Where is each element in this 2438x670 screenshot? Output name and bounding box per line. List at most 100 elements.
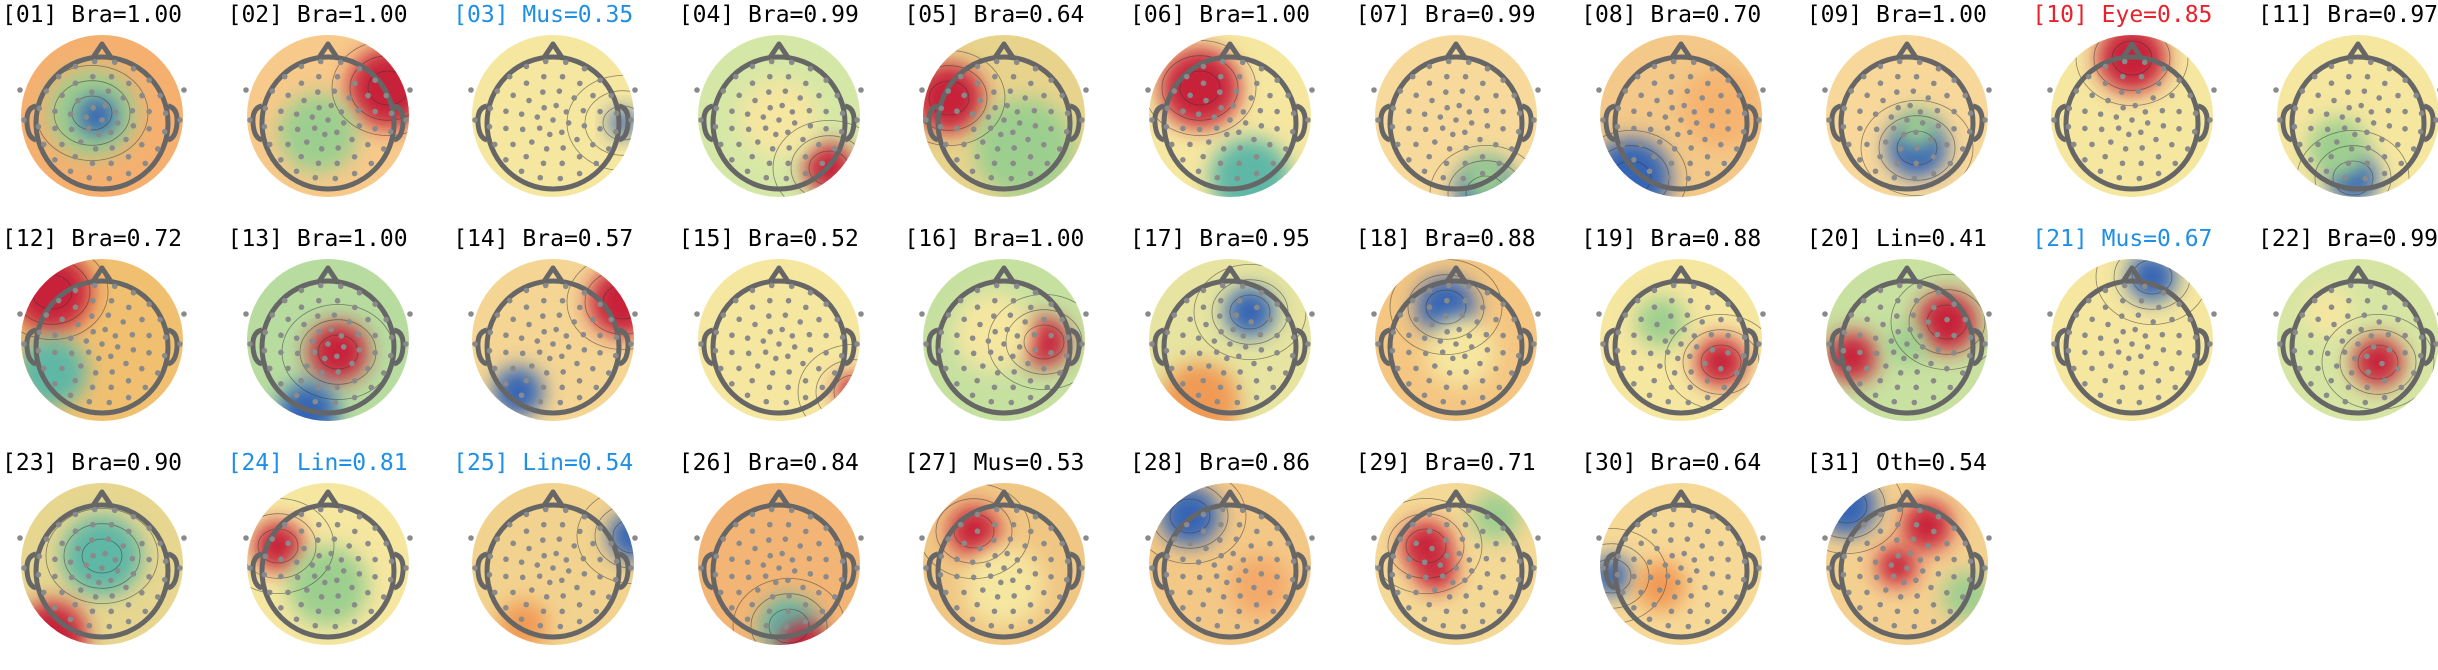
electrode-dot	[36, 105, 43, 112]
electrode-dot	[1285, 92, 1292, 99]
component-label: [23] Bra=0.90	[2, 450, 183, 476]
electrode-dot	[17, 311, 23, 317]
electrode-dot	[1718, 316, 1724, 323]
electrode-dot	[977, 97, 984, 104]
electrode-dot	[1499, 332, 1506, 339]
electrode-dot	[1466, 109, 1472, 115]
electrode-dot	[281, 297, 288, 304]
electrode-dot	[1927, 136, 1934, 143]
electrode-dot	[1057, 146, 1063, 152]
electrode-dot	[1468, 344, 1475, 350]
electrode-dot	[1916, 507, 1923, 514]
electrode-dot	[537, 174, 544, 181]
electrode-dot	[1721, 160, 1728, 167]
electrode-dot	[2367, 59, 2374, 66]
electrode-dot	[109, 593, 115, 599]
electrode-dot	[1426, 63, 1432, 70]
electrode-dot	[1916, 59, 1923, 66]
electrode-dot	[1484, 65, 1490, 72]
electrode-dot	[1224, 355, 1230, 362]
electrode-dot	[1397, 312, 1403, 318]
electrode-dot	[1704, 394, 1711, 401]
electrode-dot	[970, 111, 976, 117]
electrode-dot	[1880, 97, 1886, 104]
electrode-dot	[1860, 73, 1867, 80]
electrode-dot	[1694, 568, 1700, 574]
electrode-dot	[161, 576, 168, 583]
electrode-dot	[1856, 349, 1863, 356]
electrode-dot	[2299, 312, 2306, 318]
electrode-dot	[1492, 589, 1499, 596]
electrode-dot	[2161, 289, 2167, 296]
electrode-dot	[543, 506, 549, 513]
electrode-dot	[2185, 146, 2191, 152]
electrode-dot	[1390, 105, 1396, 112]
right-ear	[1069, 551, 1082, 591]
component-cell: [16] Bra=1.00	[904, 226, 1129, 446]
electrode-dot	[1951, 556, 1957, 563]
electrode-dot	[2082, 349, 2089, 356]
electrode-dot	[1007, 88, 1014, 94]
electrode-dot	[1010, 160, 1017, 167]
electrode-dot	[1237, 145, 1243, 151]
electrode-dot	[544, 146, 550, 152]
electrode-dot	[1840, 347, 1847, 354]
electrode-dot	[1925, 543, 1931, 549]
electrode-dot	[486, 347, 493, 354]
electrode-dot	[40, 141, 47, 148]
electrode-dot	[2433, 341, 2438, 347]
component-cell: [26] Bra=0.84	[679, 450, 904, 670]
electrode-dot	[1251, 136, 1257, 143]
electrode-dot	[1947, 384, 1953, 391]
electrode-dot	[1445, 506, 1452, 513]
electrode-dot	[1896, 58, 1903, 65]
electrode-dot	[2103, 80, 2109, 86]
head-outline	[1612, 502, 1750, 640]
electrode-dot	[89, 608, 96, 615]
electrode-dot	[1668, 160, 1675, 167]
contour-line	[21, 259, 109, 340]
electrode-dot	[266, 141, 273, 148]
electrode-dot	[576, 394, 583, 401]
electrode-dot	[961, 141, 968, 148]
electrode-dot	[1230, 102, 1236, 109]
electrode-dot	[802, 618, 809, 625]
electrode-dot	[1443, 552, 1450, 559]
electrode-dot	[1274, 77, 1280, 83]
electrode-dot	[2150, 319, 2157, 325]
electrode-dot	[1394, 365, 1401, 372]
electrode-dot	[1200, 377, 1206, 384]
nose-marker	[992, 489, 1017, 509]
electrode-dot	[59, 141, 65, 148]
electrode-dot	[1705, 80, 1711, 87]
electrode-dot	[315, 328, 322, 335]
electrode-dot	[114, 568, 121, 574]
electrode-dot	[954, 157, 961, 163]
component-cell: [29] Bra=0.71	[1356, 450, 1581, 670]
electrode-dot	[99, 341, 105, 347]
electrode-dot	[2129, 341, 2136, 347]
electrode-dot	[1943, 589, 1950, 596]
electrode-dot	[2370, 344, 2377, 350]
electrode-dot	[954, 332, 961, 339]
electrode-dot	[1460, 623, 1466, 630]
electrode-dot	[1725, 77, 1732, 83]
electrode-dot	[2328, 153, 2334, 160]
electrode-dot	[85, 125, 92, 131]
electrode-dot	[2089, 141, 2096, 148]
electrode-dot	[697, 117, 704, 123]
electrode-dot	[540, 384, 547, 391]
electrode-dot	[1461, 160, 1468, 167]
electrode-dot	[1914, 369, 1920, 375]
electrode-dot	[146, 301, 152, 307]
electrode-dot	[102, 326, 108, 333]
electrode-dot	[1614, 347, 1621, 354]
electrode-dot	[387, 352, 394, 359]
electrode-dot	[992, 297, 998, 304]
electrode-dot	[2315, 141, 2321, 148]
electrode-dot	[1041, 365, 1048, 372]
electrode-dot	[735, 365, 742, 372]
electrode-dot	[2347, 58, 2354, 65]
electrode-dot	[1760, 535, 1766, 541]
electrode-dot	[1234, 623, 1241, 630]
